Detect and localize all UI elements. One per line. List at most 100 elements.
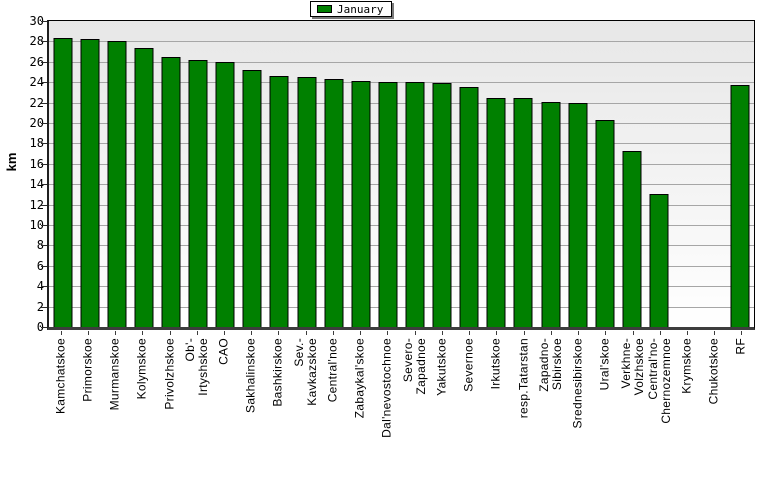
y-tick-label: 2 (4, 300, 44, 314)
x-axis-label: Kamchatskoe (53, 338, 68, 415)
y-tick-label: 30 (29, 14, 44, 28)
x-axis-label: Primorskoe (80, 338, 95, 402)
bar (215, 61, 235, 327)
y-tick-label: 16 (29, 156, 44, 171)
y-tick-label: 6 (4, 259, 44, 273)
bar-slot (49, 21, 76, 327)
bar (595, 119, 615, 327)
gridline (49, 204, 754, 206)
y-tick-mark (41, 143, 47, 145)
y-tick-label: 0 (4, 320, 44, 334)
x-slot: Privolzhskoe (156, 330, 183, 478)
x-axis-label: Kolymskoe (134, 338, 149, 400)
bar-slot (429, 21, 456, 327)
x-slot: Murmanskoe (101, 330, 128, 478)
x-tick-mark (414, 331, 416, 335)
y-tick-label: 18 (29, 136, 44, 151)
bar-slot (266, 21, 293, 327)
x-tick-mark (87, 331, 89, 335)
bar-slot (320, 21, 347, 327)
x-axis-label: Yakutskoe (434, 338, 449, 396)
bar (486, 97, 506, 327)
x-axis-label: Privolzhskoe (162, 338, 177, 410)
x-slot: Irkutskoe (483, 330, 510, 478)
bar (378, 82, 398, 327)
x-tick-mark (278, 331, 280, 335)
x-tick-mark (687, 331, 688, 335)
x-tick-mark (196, 331, 198, 335)
y-tick-mark (41, 41, 47, 43)
x-axis-label: Severnoe (461, 338, 476, 392)
x-axis-label: Murmanskoe (107, 338, 122, 411)
x-axis-labels: Kamchatskoe Primorskoe Murmanskoe Kolymskoe… (47, 330, 755, 478)
x-slot: Bashkirskoe (265, 330, 292, 478)
x-axis-label: Sev.- Kavkazskoe (291, 338, 319, 406)
bar-slot (76, 21, 103, 327)
x-axis-label: Central'noe (325, 338, 340, 403)
bar-slot (673, 21, 700, 327)
x-slot: RF (728, 330, 755, 478)
bar-slot (293, 21, 320, 327)
y-tick-label: 12 (29, 197, 44, 212)
bar-slot (618, 21, 645, 327)
bar-slot (591, 21, 618, 327)
y-tick-label: 10 (29, 218, 44, 232)
x-axis-label: resp.Tatarstan (516, 338, 531, 419)
bar-slot (645, 21, 672, 327)
gridline (49, 143, 754, 145)
x-tick-mark (496, 331, 498, 335)
x-slot: Kolymskoe (129, 330, 156, 478)
y-tick-label: 22 (29, 95, 44, 110)
bar (242, 69, 262, 327)
x-axis-label: CAO (216, 338, 231, 365)
x-tick-mark (332, 331, 334, 335)
x-slot: Zapadno- Sibirskoe (537, 330, 564, 478)
bar-slot (239, 21, 266, 327)
x-axis-label: Irkutskoe (488, 338, 503, 390)
x-axis-label: Zapadno- Sibirskoe (536, 338, 564, 392)
x-tick-mark (605, 331, 607, 335)
x-tick-mark (523, 331, 525, 335)
x-tick-mark (60, 331, 62, 335)
y-tick-mark (41, 204, 47, 206)
gridline (49, 306, 754, 308)
y-tick-mark (41, 163, 47, 165)
gridline (49, 225, 754, 226)
bar (53, 38, 73, 327)
bar-slot (456, 21, 483, 327)
x-tick-mark (360, 331, 362, 335)
x-axis-label: Dal'nevostochnoe (379, 338, 394, 438)
x-axis-label: Ob'- Irtyshskoe (182, 338, 210, 396)
x-tick-mark (550, 331, 552, 335)
bar-slot (130, 21, 157, 327)
gridline (49, 245, 754, 247)
bar (188, 59, 208, 327)
bar-slot (103, 21, 130, 327)
legend-swatch (317, 5, 332, 13)
x-tick-mark (142, 331, 144, 335)
bar (324, 79, 344, 327)
y-tick-label: 24 (29, 75, 44, 90)
x-axis-label: Zabaykal'skoe (352, 338, 367, 419)
x-tick-mark (659, 331, 661, 335)
x-tick-mark (469, 331, 471, 335)
y-tick-label: 4 (4, 279, 44, 293)
y-tick-mark (41, 102, 47, 104)
gridline (49, 123, 754, 124)
bar (297, 77, 317, 327)
x-axis-label: Severo- Zapadnoe (400, 338, 428, 395)
x-slot: Verkhne- Volzhskoe (619, 330, 646, 478)
x-tick-mark (714, 331, 716, 335)
x-slot: Chukotskoe (701, 330, 728, 478)
y-tick-mark (41, 265, 47, 267)
x-axis-label: Sakhalinskoe (243, 338, 258, 413)
y-tick-mark (41, 245, 47, 247)
x-tick-mark (578, 331, 580, 335)
x-tick-mark (387, 331, 389, 335)
bar (107, 41, 127, 327)
x-axis-label: Srednesibirskoe (570, 338, 585, 429)
x-slot: Dal'nevostochnoe (374, 330, 401, 478)
y-tick-mark (41, 123, 47, 124)
bar-slot (157, 21, 184, 327)
y-tick-mark (41, 82, 47, 84)
